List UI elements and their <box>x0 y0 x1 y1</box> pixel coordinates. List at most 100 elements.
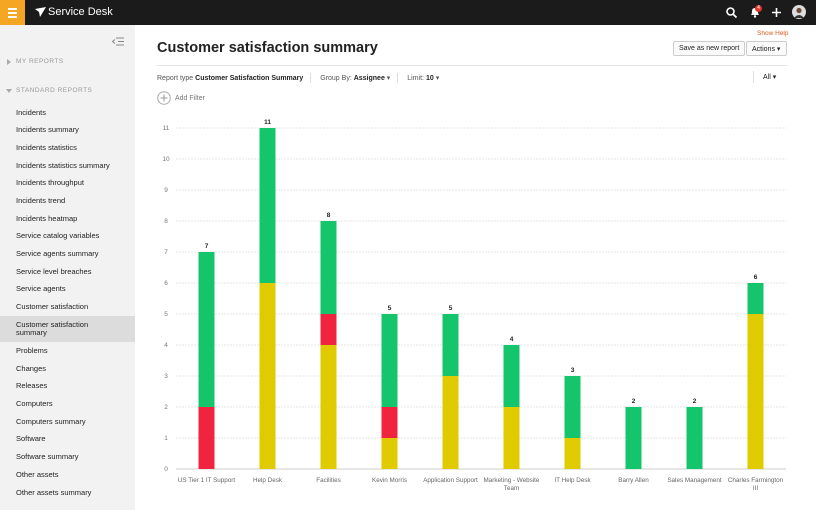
sidebar-item[interactable]: Other assets summary <box>16 487 92 497</box>
sidebar-item[interactable]: Software summary <box>16 452 79 462</box>
sidebar: MY REPORTS STANDARD REPORTS Incidents Incid… <box>0 25 135 510</box>
actions-label: Actions <box>752 46 775 53</box>
notification-badge: 4 <box>755 5 762 12</box>
y-tick-label: 11 <box>163 125 170 132</box>
bar-segment <box>320 345 337 469</box>
avatar[interactable] <box>792 5 806 19</box>
sidebar-item[interactable]: Service agents summary <box>16 249 99 259</box>
bar-segment <box>564 376 581 438</box>
menu-button[interactable] <box>0 0 25 25</box>
sidebar-item[interactable]: Service catalog variables <box>16 231 100 241</box>
sidebar-item[interactable]: Customer satisfaction summary <box>0 316 135 343</box>
total-label: 2 <box>632 398 636 405</box>
y-tick-label: 2 <box>164 404 168 411</box>
bar-segment <box>259 128 276 283</box>
add-icon[interactable] <box>772 8 781 17</box>
y-tick-label: 5 <box>164 311 168 318</box>
sidebar-item[interactable]: Other assets <box>16 469 59 479</box>
x-tick-label: Application Support <box>423 477 478 484</box>
bar-segment <box>564 438 581 469</box>
show-help-link[interactable]: Show Help <box>757 30 789 37</box>
sidebar-item[interactable]: Incidents throughput <box>16 178 84 188</box>
x-tick-label: Charles Farmington III <box>727 477 784 492</box>
y-tick-label: 8 <box>164 218 168 225</box>
top-bar: Service Desk 4 <box>0 0 816 25</box>
x-tick-label: Sales Management <box>667 477 722 484</box>
sidebar-item[interactable]: Incidents statistics summary <box>16 160 110 170</box>
section-title: STANDARD REPORTS <box>0 87 135 94</box>
y-tick-label: 1 <box>164 435 168 442</box>
sidebar-item[interactable]: Software <box>16 434 46 444</box>
chart-plot: 0 1 2 3 4 5 6 7 8 9 10 11 7 11 8 5 5 4 3 2 2 6 <box>162 119 786 473</box>
sidebar-item[interactable]: Customer satisfaction <box>16 302 89 312</box>
add-filter-icon[interactable] <box>157 91 171 105</box>
sidebar-item[interactable]: Problems <box>16 346 48 356</box>
total-label: 8 <box>327 212 331 219</box>
report-type-label: Report type <box>157 74 194 82</box>
divider <box>157 65 787 66</box>
bar-segment <box>320 314 337 345</box>
collapse-icon[interactable] <box>112 37 125 46</box>
sidebar-item[interactable]: Incidents statistics <box>16 142 77 152</box>
y-tick-label: 7 <box>164 249 168 256</box>
bar-segment <box>503 345 520 407</box>
y-tick-label: 3 <box>164 373 168 380</box>
filter-select[interactable]: All ▾ <box>763 74 777 81</box>
sidebar-item[interactable]: Incidents summary <box>16 125 79 135</box>
bar-segment <box>320 221 337 314</box>
sidebar-item[interactable]: Incidents <box>16 107 47 117</box>
app-name: Service Desk <box>48 6 113 18</box>
total-label: 4 <box>510 336 514 343</box>
sidebar-item[interactable]: Computers <box>16 399 53 409</box>
bar-segment <box>381 314 398 407</box>
total-label: 5 <box>449 305 453 312</box>
group-by-label: Group By: <box>320 74 352 82</box>
total-label: 5 <box>388 305 392 312</box>
bar-segment <box>747 314 764 469</box>
section-title: MY REPORTS <box>0 58 135 65</box>
add-filter[interactable]: Add Filter <box>175 95 205 102</box>
total-label: 6 <box>754 274 758 281</box>
sidebar-item[interactable]: Changes <box>16 363 47 373</box>
filter-value: All <box>763 74 771 81</box>
y-tick-label: 6 <box>164 280 168 287</box>
x-tick-label: IT Help Desk <box>554 477 591 484</box>
bar-segment <box>442 376 459 469</box>
sidebar-list: MY REPORTS STANDARD REPORTS Incidents Incid… <box>0 44 135 502</box>
chart: 0 1 2 3 4 5 6 7 8 9 10 11 7 11 8 5 5 4 3 2 2 6 US Tier 1 IT S… <box>136 110 816 510</box>
y-tick-label: 4 <box>164 342 168 349</box>
x-tick-label: Kevin Morris <box>372 477 407 484</box>
logo <box>35 7 46 17</box>
group-by[interactable]: Assignee <box>353 74 385 82</box>
limit[interactable]: 10 <box>425 74 434 82</box>
x-tick-label: Marketing - Website Team <box>483 477 540 492</box>
sidebar-item[interactable]: Incidents heatmap <box>16 213 78 223</box>
y-tick-label: 10 <box>162 156 170 163</box>
limit-label: Limit: <box>407 74 424 82</box>
x-tick-label: Barry Allen <box>618 477 649 484</box>
search-icon[interactable] <box>726 7 737 18</box>
total-label: 2 <box>693 398 697 405</box>
sidebar-item[interactable]: Service agents <box>16 284 66 294</box>
sidebar-item[interactable]: Service level breaches <box>16 266 92 276</box>
x-tick-label: Facilities <box>316 477 341 484</box>
bar-segment <box>381 407 398 438</box>
bar-segment <box>625 407 642 469</box>
y-tick-label: 0 <box>164 466 168 473</box>
bar-segment <box>198 252 215 407</box>
x-tick-label: Help Desk <box>252 477 283 484</box>
sidebar-item[interactable]: Releases <box>16 381 48 391</box>
bar-segment <box>198 407 215 469</box>
save-button[interactable]: Save as new report <box>673 41 746 56</box>
divider <box>753 71 754 83</box>
y-tick-label: 9 <box>164 187 168 194</box>
sidebar-item[interactable]: Computers summary <box>16 416 86 426</box>
bar-segment <box>442 314 459 376</box>
sidebar-item[interactable]: Incidents trend <box>16 196 66 206</box>
actions-button[interactable]: Actions ▾ <box>746 41 787 56</box>
bar-segment <box>259 283 276 469</box>
bar-segment <box>503 407 520 469</box>
bar-segment <box>381 438 398 469</box>
bar-segment <box>747 283 764 314</box>
